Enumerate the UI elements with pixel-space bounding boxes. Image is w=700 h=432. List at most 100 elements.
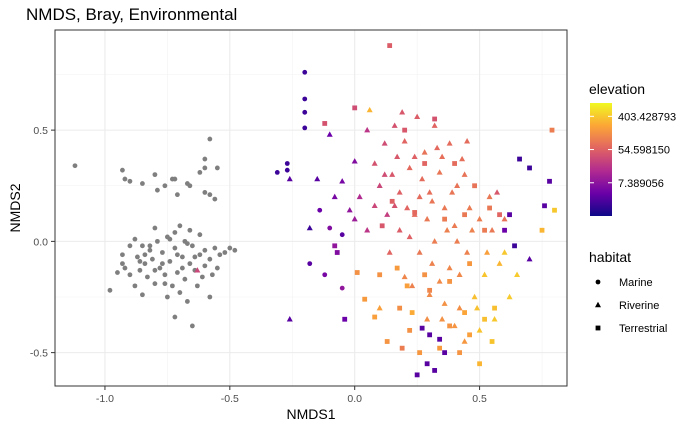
- point-riverine: [466, 204, 473, 211]
- point-riverine: [456, 304, 463, 311]
- point-riverine: [194, 267, 201, 273]
- point-marine: [214, 265, 220, 271]
- point-marine: [172, 314, 178, 320]
- point-terrestrial: [542, 203, 547, 209]
- point-riverine: [424, 215, 431, 222]
- point-marine: [187, 183, 193, 189]
- point-marine: [182, 276, 188, 282]
- point-riverine: [389, 171, 396, 177]
- point-terrestrial: [507, 212, 512, 218]
- point-marine: [187, 227, 193, 233]
- point-marine: [207, 294, 213, 300]
- point-marine: [199, 274, 205, 280]
- point-riverine: [419, 175, 426, 182]
- point-marine: [284, 167, 290, 173]
- point-marine: [132, 283, 138, 289]
- point-marine: [107, 287, 113, 293]
- point-riverine: [454, 238, 461, 244]
- point-riverine: [406, 233, 413, 240]
- habitat-legend-label: Terrestrial: [619, 323, 667, 335]
- point-marine: [167, 236, 173, 242]
- point-terrestrial: [549, 127, 555, 133]
- point-marine: [339, 285, 345, 291]
- y-tick-label: 0.0: [33, 236, 48, 248]
- y-tick-label: -0.5: [30, 348, 48, 360]
- point-terrestrial: [419, 325, 425, 331]
- point-riverine: [364, 227, 371, 233]
- point-riverine: [416, 193, 423, 200]
- point-marine: [302, 69, 308, 75]
- point-riverine: [441, 204, 448, 211]
- point-marine: [202, 165, 208, 171]
- point-terrestrial: [482, 227, 487, 233]
- point-riverine: [491, 316, 498, 322]
- point-marine: [197, 170, 203, 175]
- point-terrestrial: [409, 310, 415, 315]
- point-marine: [167, 259, 173, 264]
- point-riverine: [451, 322, 458, 329]
- point-marine: [135, 254, 140, 260]
- point-marine: [194, 283, 200, 289]
- point-marine: [152, 225, 158, 231]
- point-terrestrial: [342, 316, 348, 322]
- point-marine: [127, 272, 133, 278]
- point-marine: [184, 299, 190, 304]
- x-tick-label: -1.0: [96, 393, 114, 405]
- point-marine: [159, 250, 165, 255]
- elevation-colorbar-ticks: 403.428793 54.598150 7.389056: [590, 111, 676, 190]
- point-terrestrial: [527, 165, 532, 171]
- point-riverine: [401, 273, 408, 280]
- point-terrestrial: [404, 283, 410, 289]
- point-marine: [159, 261, 165, 267]
- point-marine: [122, 176, 128, 182]
- point-riverine: [326, 131, 333, 137]
- point-terrestrial: [407, 327, 413, 333]
- point-marine: [327, 225, 333, 231]
- point-riverine: [474, 304, 481, 311]
- point-riverine: [421, 149, 428, 155]
- point-marine: [192, 254, 198, 260]
- point-marine: [222, 250, 228, 255]
- y-tick-label: 0.5: [33, 125, 48, 137]
- point-marine: [202, 156, 208, 162]
- point-riverine: [501, 215, 508, 222]
- habitat-legend-label: Marine: [619, 277, 653, 289]
- point-terrestrial: [502, 227, 507, 233]
- point-terrestrial: [487, 205, 492, 211]
- colorbar-label: 54.598150: [618, 145, 670, 157]
- point-terrestrial: [472, 183, 477, 189]
- plot-panel: [55, 30, 567, 386]
- point-riverine: [371, 160, 378, 166]
- elevation-legend: elevation 403.428793 54.598150 7.389056: [589, 81, 676, 216]
- point-riverine: [464, 249, 471, 255]
- point-marine: [302, 125, 308, 131]
- point-riverine: [514, 271, 521, 277]
- point-terrestrial: [432, 368, 438, 373]
- point-riverine: [486, 193, 493, 200]
- point-riverine: [426, 189, 433, 195]
- point-riverine: [394, 153, 401, 160]
- point-terrestrial: [452, 161, 458, 166]
- elevation-legend-title: elevation: [589, 81, 645, 97]
- point-riverine: [456, 271, 463, 277]
- point-terrestrial: [437, 345, 443, 351]
- chart-title: NMDS, Bray, Environmental: [26, 5, 237, 24]
- point-marine: [179, 265, 185, 271]
- point-marine: [189, 243, 195, 249]
- habitat-legend-key-marine: [595, 279, 601, 285]
- point-terrestrial: [492, 305, 497, 311]
- point-marine: [207, 136, 213, 142]
- point-riverine: [441, 300, 448, 306]
- point-riverine: [454, 182, 461, 188]
- point-riverine: [489, 227, 496, 233]
- point-riverine: [506, 293, 513, 300]
- habitat-legend-label: Riverine: [619, 300, 659, 312]
- point-riverine: [464, 138, 471, 144]
- point-marine: [147, 247, 153, 253]
- point-terrestrial: [547, 178, 552, 184]
- point-riverine: [351, 158, 358, 164]
- point-marine: [202, 247, 208, 253]
- point-riverine: [381, 140, 388, 146]
- point-terrestrial: [427, 287, 433, 293]
